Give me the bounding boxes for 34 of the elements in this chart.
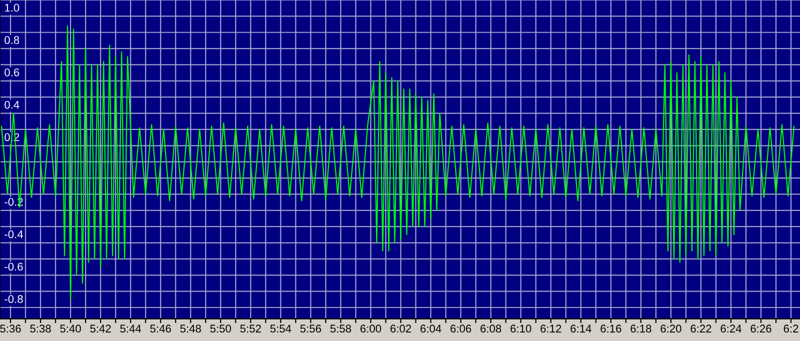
x-tick-label: 6:04 xyxy=(420,324,442,333)
y-tick-label: -0.4 xyxy=(4,230,23,238)
x-tick-label: 6:00 xyxy=(360,324,382,333)
x-tick-label: 5:38 xyxy=(30,324,51,333)
x-tick-label: 6:26 xyxy=(750,324,772,333)
y-tick-label: -0.8 xyxy=(4,295,23,303)
x-tick-label: 5:54 xyxy=(270,324,292,333)
x-tick-label: 5:36 xyxy=(0,324,21,333)
y-tick-label: 0.6 xyxy=(4,68,20,76)
x-tick-label: 6:14 xyxy=(570,324,592,333)
x-tick-label: 5:50 xyxy=(210,324,232,333)
x-tick-label: 5:52 xyxy=(240,324,261,333)
x-tick-label: 6:10 xyxy=(510,324,532,333)
y-tick-label: -0.6 xyxy=(4,262,23,271)
x-tick-label: 6:24 xyxy=(720,324,742,333)
x-tick-label: 5:44 xyxy=(120,324,142,333)
y-tick-label: 0.4 xyxy=(4,100,20,109)
x-tick-label: 5:58 xyxy=(330,324,352,333)
x-tick-label: 5:40 xyxy=(60,324,81,333)
x-tick-label: 6:06 xyxy=(450,324,472,333)
x-tick-label: 6:2 xyxy=(784,324,798,333)
x-tick-label: 6:20 xyxy=(660,324,682,333)
y-tick-label: 0.8 xyxy=(4,36,20,44)
x-tick-label: 6:22 xyxy=(690,324,712,333)
x-tick-label: 5:42 xyxy=(90,324,111,333)
x-tick-label: 6:08 xyxy=(480,324,502,333)
x-tick-label: 5:56 xyxy=(300,324,322,333)
x-tick-label: 6:16 xyxy=(600,324,622,333)
x-tick-label: 5:46 xyxy=(150,324,171,333)
x-tick-label: 6:18 xyxy=(630,324,652,333)
x-tick-label: 6:12 xyxy=(540,324,562,333)
y-tick-label: 1.0 xyxy=(5,4,20,12)
x-tick-label: 5:48 xyxy=(180,324,201,333)
x-tick-label: 6:02 xyxy=(390,324,412,333)
